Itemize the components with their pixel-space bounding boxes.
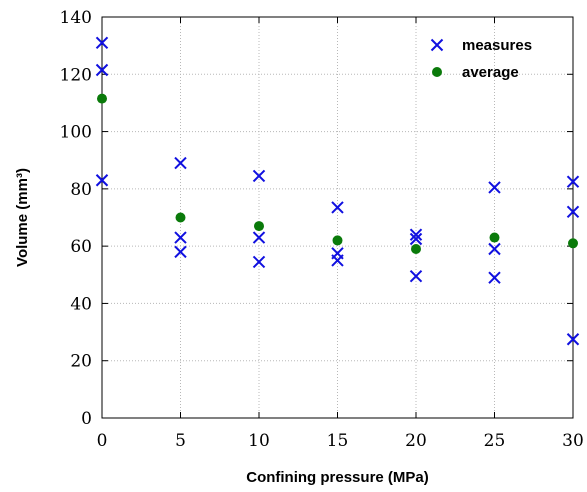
measures-point	[488, 181, 501, 194]
average-point	[411, 244, 421, 255]
measures-point	[566, 333, 580, 346]
y-tick-label: 140	[60, 8, 92, 28]
measures-point	[409, 228, 423, 241]
y-tick-label: 0	[81, 409, 92, 429]
average-point	[175, 212, 186, 223]
y-tick-label: 60	[70, 237, 92, 257]
measures-point	[95, 36, 109, 49]
y-tick-label: 20	[70, 352, 92, 372]
measures-point	[174, 156, 187, 170]
measures-point	[252, 255, 266, 269]
y-tick-label: 40	[70, 294, 92, 314]
measures-point	[409, 270, 423, 283]
legend-marker-measures	[430, 38, 444, 52]
measures-point	[566, 205, 580, 218]
x-tick-label: 15	[327, 431, 349, 451]
y-tick-label: 120	[60, 65, 92, 85]
x-tick-label: 25	[484, 431, 506, 451]
measures-point	[488, 242, 501, 256]
x-tick-label: 10	[248, 431, 270, 451]
measures-point	[95, 63, 109, 77]
legend-label-measures: measures	[462, 37, 532, 54]
data-marks	[95, 36, 580, 346]
y-tick-label: 100	[60, 123, 92, 143]
x-axis-title: Confining pressure (MPa)	[246, 469, 429, 486]
legend-label-average: average	[462, 64, 519, 81]
legend-marker-average	[432, 67, 442, 77]
measures-point	[409, 232, 423, 246]
measures-point	[252, 231, 266, 244]
measures-point	[331, 254, 344, 267]
measures-point	[331, 201, 344, 214]
y-axis-title: Volume (mm³)	[14, 168, 31, 267]
grid	[102, 17, 573, 418]
average-point	[254, 221, 264, 232]
series-measures	[95, 36, 580, 346]
x-tick-label: 0	[97, 431, 108, 451]
series-average	[97, 93, 578, 255]
measures-point	[174, 245, 187, 259]
measures-point	[252, 169, 266, 183]
average-point	[97, 93, 107, 104]
average-point	[332, 235, 343, 246]
axis-ticks: 0 5 10 15 20 25 30 0 20 40 60 80 100 120 140	[60, 8, 584, 451]
measures-point	[95, 174, 109, 187]
x-tick-label: 30	[562, 431, 584, 451]
measures-point	[488, 271, 501, 284]
average-point	[489, 232, 500, 243]
x-tick-label: 5	[175, 431, 186, 451]
average-point	[568, 238, 578, 249]
measures-point	[566, 175, 580, 188]
legend: measures average	[430, 37, 532, 81]
y-tick-label: 80	[70, 180, 92, 200]
x-tick-label: 20	[405, 431, 427, 451]
measures-point	[174, 231, 187, 244]
